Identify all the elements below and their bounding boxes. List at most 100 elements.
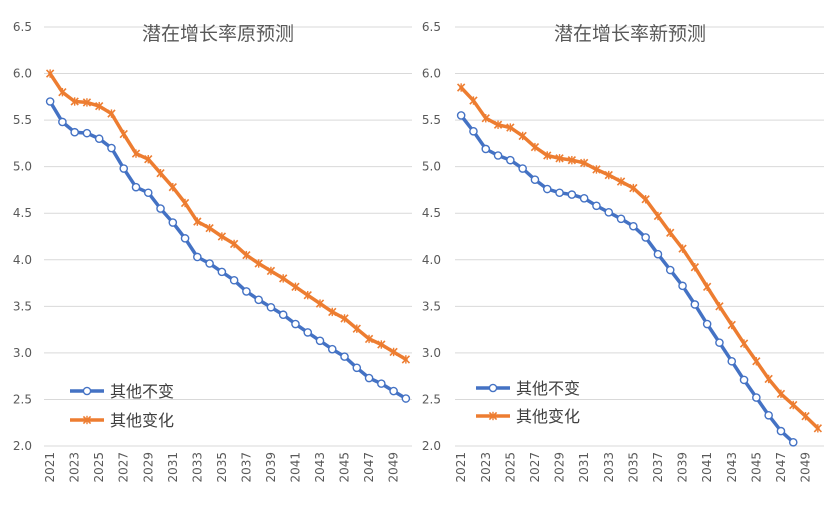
y-tick-label: 4.5 [13, 206, 32, 220]
chart-panel-new-forecast: 2.0 2.5 3.0 3.5 4.0 4.5 5.0 5.5 6.0 6.5 2021 2023 20… [422, 20, 824, 483]
x-tick-label: 2049 [387, 452, 401, 483]
legend-label: 其他变化 [110, 411, 174, 430]
y-tick-label: 2.0 [13, 439, 32, 453]
data-point [303, 290, 312, 300]
y-tick-label: 6.0 [13, 67, 32, 81]
series-line [48, 99, 408, 401]
y-tick-label: 5.0 [422, 160, 441, 174]
data-point [665, 265, 675, 275]
data-point [131, 182, 141, 192]
data-point [469, 96, 478, 105]
data-point [616, 214, 626, 224]
chart-title: 潜在增长率新预测 [554, 23, 706, 45]
data-point [266, 302, 276, 312]
data-point [205, 259, 214, 268]
data-point [377, 340, 386, 349]
legend-label: 其他不变 [110, 382, 174, 401]
x-tick-label: 2041 [700, 452, 714, 483]
data-point [94, 134, 104, 144]
data-point [727, 356, 737, 366]
x-tick-label: 2043 [725, 452, 739, 483]
data-point [168, 182, 177, 192]
data-point [58, 87, 67, 97]
chart-panel-original-forecast: 2.0 2.5 3.0 3.5 4.0 4.5 5.0 5.5 6.0 6.5 2021 2023 20… [13, 20, 412, 483]
x-tick-label: 2041 [288, 452, 302, 483]
x-tick-label: 2029 [553, 452, 567, 483]
data-point [217, 267, 227, 277]
data-point [653, 211, 663, 221]
data-point [690, 263, 700, 272]
x-tick-label: 2025 [503, 452, 517, 483]
data-point [131, 149, 141, 158]
data-point [506, 123, 515, 132]
y-tick-label: 3.5 [13, 299, 32, 313]
legend-marker [488, 383, 498, 393]
data-point [752, 357, 761, 366]
data-point [481, 114, 490, 123]
data-point [530, 142, 540, 152]
data-point [229, 275, 239, 285]
series-unchanged [45, 97, 411, 403]
data-point [481, 144, 491, 154]
data-point [764, 410, 773, 420]
data-point [279, 274, 288, 283]
data-point [567, 190, 577, 199]
legend-entry: 其他变化 [476, 407, 580, 426]
legend-marker [82, 415, 92, 425]
data-point [143, 188, 153, 198]
data-point [715, 302, 724, 311]
data-point [789, 400, 798, 410]
x-tick-label: 2031 [577, 452, 591, 483]
y-tick-label: 5.0 [13, 160, 32, 174]
x-tick-label: 2037 [239, 452, 253, 483]
data-point [119, 129, 128, 139]
series-line [48, 71, 408, 362]
data-point [254, 259, 263, 268]
data-point [291, 319, 300, 329]
data-point [401, 355, 411, 364]
data-point [156, 168, 165, 178]
data-point [327, 344, 337, 354]
x-tick-label: 2033 [190, 452, 204, 483]
data-point [180, 198, 190, 208]
data-point [506, 155, 515, 165]
data-point [193, 217, 202, 226]
data-point [592, 201, 601, 211]
data-point [119, 164, 129, 173]
data-point [641, 233, 650, 242]
data-point [629, 221, 638, 231]
x-tick-label: 2043 [313, 452, 327, 483]
data-point [727, 320, 736, 330]
data-point [377, 379, 386, 388]
x-tick-label: 2035 [215, 452, 229, 483]
data-point [690, 300, 700, 309]
data-point [641, 195, 650, 204]
data-point [156, 204, 165, 213]
data-point [229, 239, 239, 249]
data-point [579, 158, 589, 168]
x-tick-label: 2025 [92, 452, 106, 483]
data-point [107, 143, 116, 153]
legend-entry: 其他不变 [476, 379, 580, 398]
data-point [340, 352, 349, 361]
chart-title: 潜在增长率原预测 [142, 23, 294, 45]
data-point [493, 151, 503, 160]
data-point [530, 175, 540, 185]
y-tick-label: 2.5 [13, 392, 32, 406]
x-tick-label: 2021 [43, 452, 57, 483]
data-point [315, 336, 325, 346]
data-point [739, 339, 749, 348]
data-point [389, 347, 398, 357]
y-tick-label: 2.0 [422, 439, 441, 453]
x-tick-label: 2023 [68, 452, 82, 483]
series-line [459, 113, 796, 445]
data-point [579, 194, 589, 203]
y-tick-label: 2.5 [422, 392, 441, 406]
data-point [45, 97, 55, 106]
data-point [352, 324, 361, 333]
data-point [389, 386, 398, 396]
legend-marker [488, 411, 498, 421]
data-point [82, 98, 92, 107]
